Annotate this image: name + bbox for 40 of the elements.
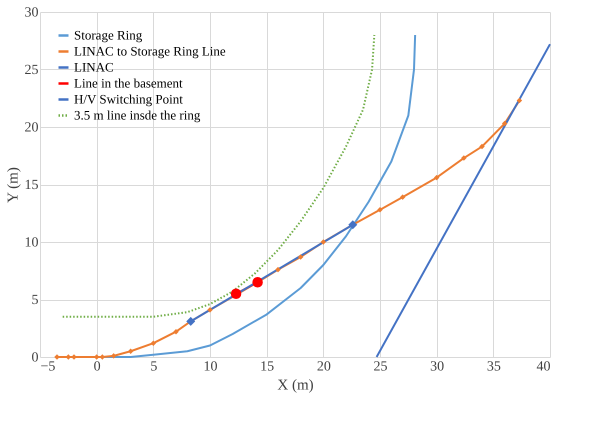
x-tick-label: 15	[260, 360, 274, 374]
x-tick-label: 5	[150, 360, 158, 374]
point	[252, 277, 263, 288]
point	[461, 155, 467, 161]
point	[400, 194, 406, 200]
x-tick-label: 20	[316, 360, 331, 374]
legend-label: H/V Switching Point	[74, 92, 184, 106]
point	[434, 174, 440, 180]
legend-label: LINAC to Storage Ring Line	[74, 44, 226, 58]
legend-label: LINAC	[74, 60, 114, 74]
x-axis-title: X (m)	[277, 378, 314, 394]
point	[128, 348, 134, 354]
y-tick-label: 20	[24, 120, 38, 136]
point	[298, 254, 304, 260]
point	[502, 120, 508, 126]
x-tick-label: −5	[40, 360, 56, 374]
point	[320, 239, 326, 245]
x-tick-label: 10	[204, 360, 218, 374]
x-tick-label: 40	[536, 360, 550, 374]
legend-label: Storage Ring	[74, 28, 143, 42]
point	[173, 328, 179, 334]
point	[207, 307, 213, 313]
x-tick-label: 30	[430, 360, 444, 374]
y-tick-label: 5	[32, 293, 38, 308]
y-tick-label: 30	[24, 6, 38, 20]
point	[516, 98, 522, 104]
legend-label: Line in the basement	[74, 76, 184, 90]
point	[479, 144, 485, 150]
x-tick-label: 35	[486, 360, 501, 374]
y-tick-label: 25	[24, 63, 38, 78]
point	[150, 340, 156, 346]
point	[275, 266, 281, 272]
legend-label: 3.5 m line insde the ring	[74, 108, 201, 122]
x-tick-label: 25	[374, 360, 388, 374]
y-axis-title: Y (m)	[6, 167, 22, 203]
point	[230, 288, 242, 299]
y-tick-label: 15	[24, 178, 38, 193]
point	[377, 207, 383, 213]
x-tick-label: 0	[94, 360, 101, 374]
y-tick-label: 10	[24, 236, 38, 250]
